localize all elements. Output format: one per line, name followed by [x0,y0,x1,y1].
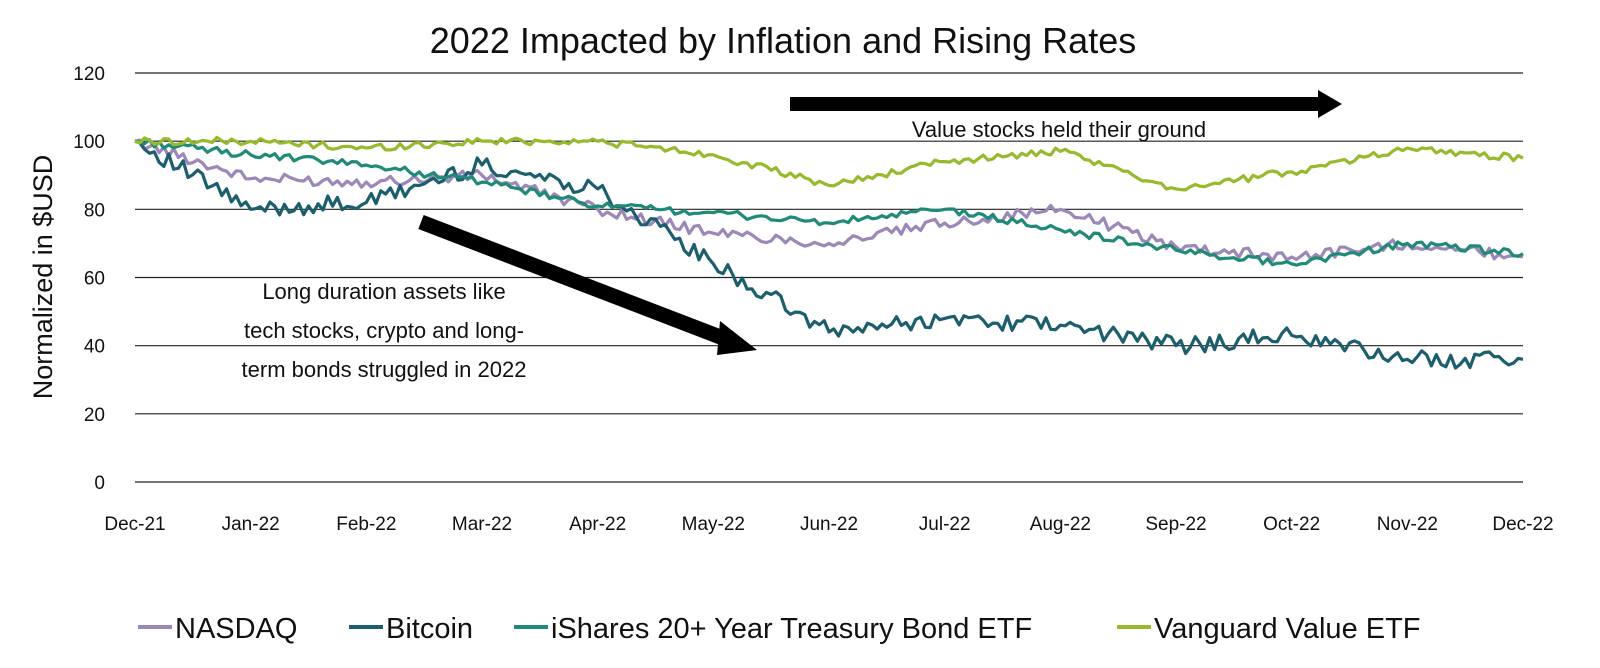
x-tick-label: Jan-22 [222,514,280,535]
legend-label: Vanguard Value ETF [1154,613,1421,645]
x-tick-label: Jun-22 [800,514,858,535]
annotation-line-1: Long duration assets like [262,279,505,304]
y-tick-labels: 0 20 40 60 80 100 120 [73,64,105,494]
series-line-4 [134,135,1524,192]
chart-title: 2022 Impacted by Inflation and Rising Ra… [430,20,1136,61]
y-tick-label: 80 [84,200,105,221]
annotation-arrow-value [790,90,1342,118]
x-tick-label: May-22 [682,514,745,535]
annotation-arrow-long-duration [418,214,757,355]
annotation-long-duration: Long duration assets like tech stocks, c… [242,279,527,382]
x-tick-label: Feb-22 [336,514,396,535]
y-axis-label: Normalized in $USD [28,155,58,400]
y-tick-label: 0 [94,473,105,494]
y-tick-label: 100 [73,132,105,153]
series-line-2 [134,139,1524,370]
x-tick-label: Dec-21 [104,514,165,535]
x-tick-labels: Dec-21 Jan-22 Feb-22 Mar-22 Apr-22 May-22 Jun-… [104,514,1553,535]
x-tick-label: Jul-22 [919,514,971,535]
x-tick-label: Apr-22 [569,514,626,535]
legend-item: Vanguard Value ETF [1117,613,1421,645]
legend-item: NASDAQ [138,613,297,645]
legend-label: Bitcoin [386,613,473,645]
x-tick-label: Nov-22 [1377,514,1438,535]
series-line-1 [134,138,1524,263]
series-lines [134,135,1524,370]
x-tick-label: Mar-22 [452,514,512,535]
annotation-line-2: tech stocks, crypto and long- [244,318,524,343]
legend-item: Bitcoin [349,613,473,645]
x-tick-label: Dec-22 [1492,514,1553,535]
series-line-3 [134,138,1524,267]
annotation-line-3: term bonds struggled in 2022 [242,357,527,382]
x-tick-label: Aug-22 [1030,514,1091,535]
gridlines [135,72,1523,483]
y-tick-label: 40 [84,337,105,358]
legend: NASDAQ Bitcoin iShares 20+ Year Treasury B… [138,613,1421,645]
x-tick-label: Sep-22 [1145,514,1206,535]
legend-label: iShares 20+ Year Treasury Bond ETF [551,613,1032,645]
y-tick-label: 120 [73,64,105,85]
legend-label: NASDAQ [175,613,297,645]
y-tick-label: 20 [84,405,105,426]
y-tick-label: 60 [84,269,105,290]
legend-item: iShares 20+ Year Treasury Bond ETF [514,613,1032,645]
x-tick-label: Oct-22 [1263,514,1320,535]
annotation-value-stocks: Value stocks held their ground [912,117,1206,142]
